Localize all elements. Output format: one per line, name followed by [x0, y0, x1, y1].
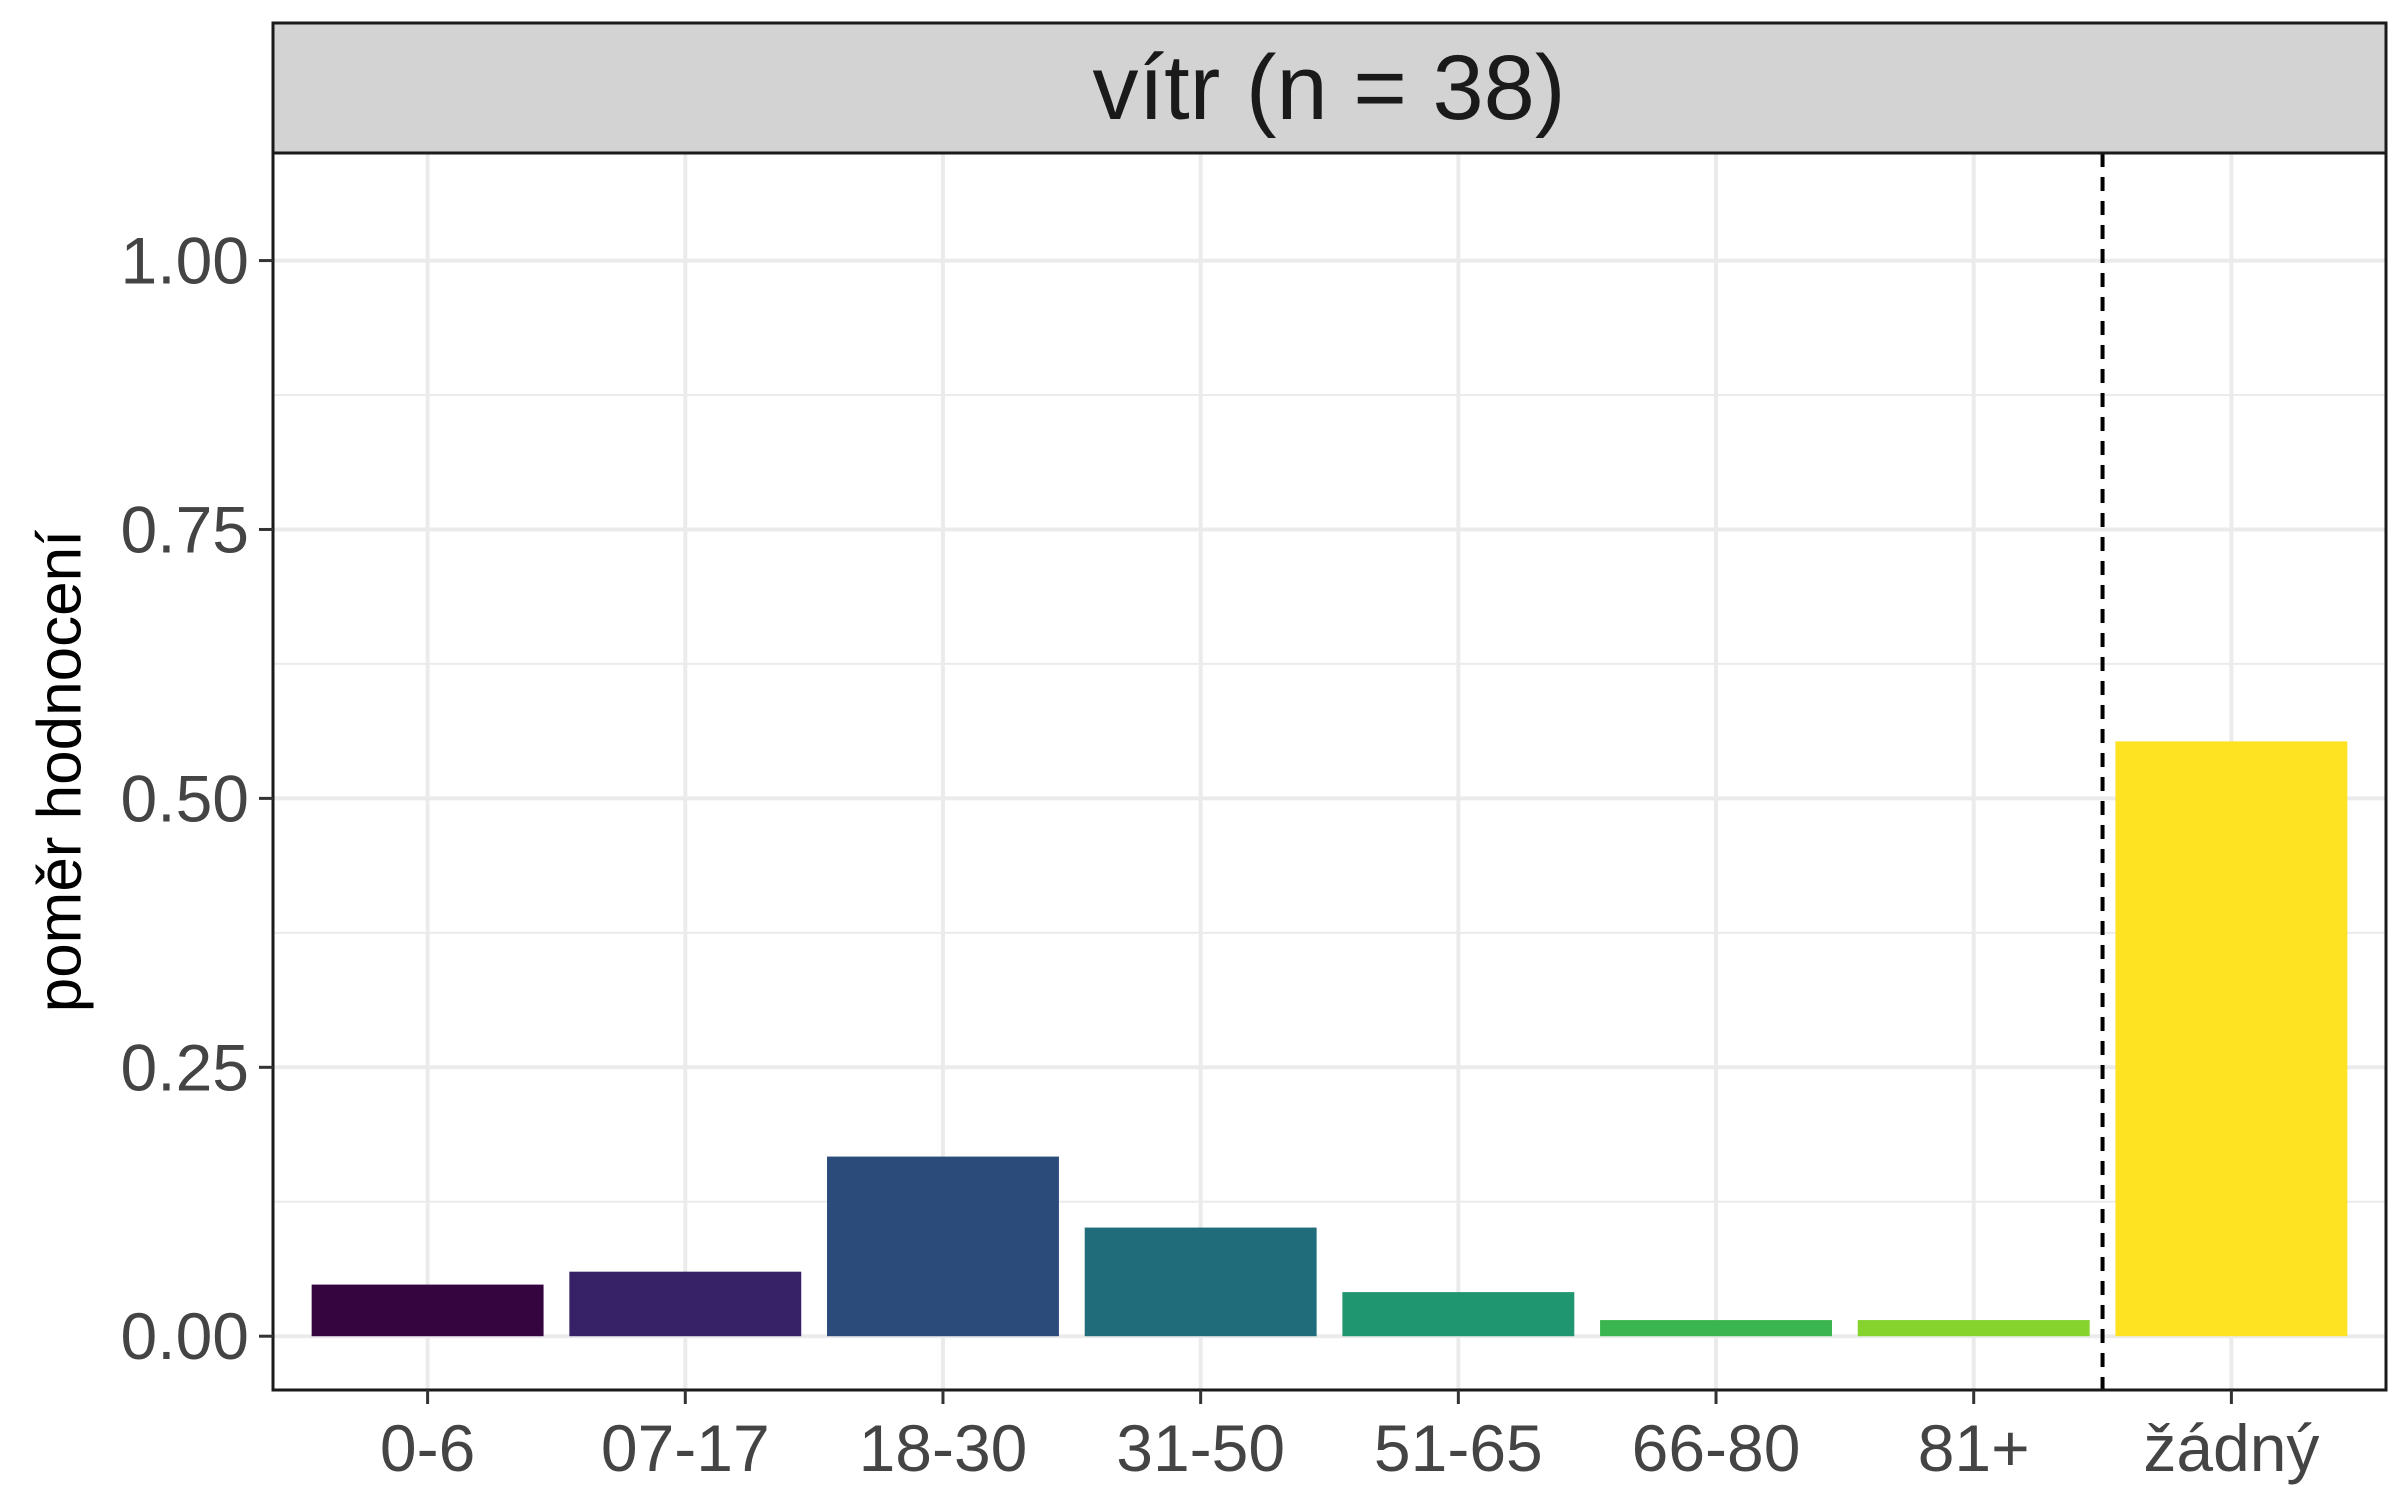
x-tick-label-2: 18-30 — [859, 1411, 1028, 1485]
plot-panel — [273, 153, 2386, 1390]
grid-lines — [273, 153, 2386, 1390]
y-axis-title: poměr hodnocení — [26, 530, 95, 1013]
bar-7 — [2115, 741, 2348, 1337]
bar-4 — [1342, 1292, 1575, 1337]
bar-1 — [569, 1271, 802, 1337]
y-axis: 0.00 0.25 0.50 0.75 1.00 — [121, 224, 273, 1373]
x-tick-label-7: žádný — [2143, 1411, 2319, 1485]
bars — [311, 741, 2348, 1337]
x-axis: 0-6 07-17 18-30 31-50 51-65 66-80 81+ žádný — [380, 1390, 2319, 1485]
plot-panel-border — [271, 151, 2388, 1392]
facet-strip — [271, 21, 2388, 155]
bar-2 — [827, 1156, 1059, 1337]
x-tick-label-3: 31-50 — [1116, 1411, 1285, 1485]
x-tick-label-6: 81+ — [1918, 1411, 2030, 1485]
y-tick-label-3: 0.75 — [121, 492, 249, 566]
facet-strip-title: vítr (n = 38) — [1093, 37, 1566, 139]
y-tick-label-0: 0.00 — [121, 1299, 249, 1373]
y-tick-label-1: 0.25 — [121, 1030, 249, 1104]
bar-6 — [1857, 1320, 2090, 1337]
y-tick-label-4: 1.00 — [121, 224, 249, 298]
x-tick-label-4: 51-65 — [1374, 1411, 1543, 1485]
bar-3 — [1084, 1227, 1317, 1337]
bar-5 — [1600, 1320, 1832, 1337]
x-tick-label-0: 0-6 — [380, 1411, 475, 1485]
x-tick-label-1: 07-17 — [601, 1411, 770, 1485]
x-tick-label-5: 66-80 — [1632, 1411, 1801, 1485]
bar-0 — [311, 1284, 544, 1337]
y-tick-label-2: 0.50 — [121, 761, 249, 835]
